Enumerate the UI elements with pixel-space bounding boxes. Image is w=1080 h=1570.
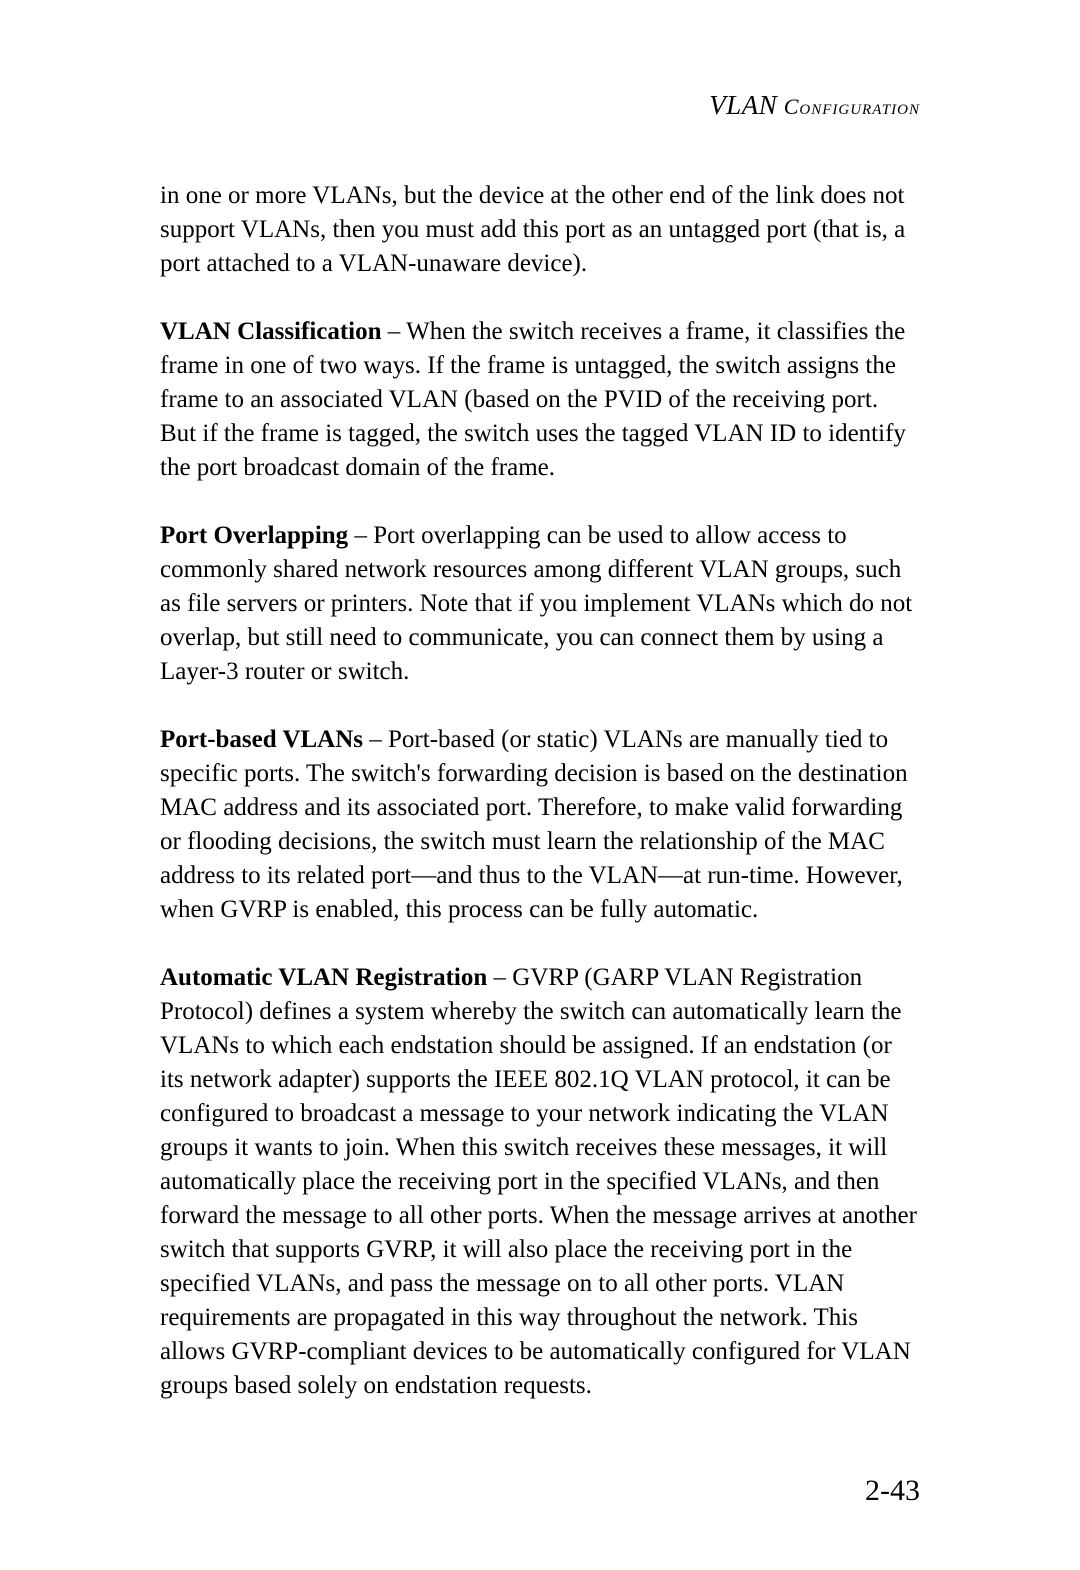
header-main: VLAN <box>709 90 777 120</box>
port-overlapping-paragraph: Port Overlapping – Port overlapping can … <box>160 519 920 689</box>
intro-paragraph: in one or more VLANs, but the device at … <box>160 179 920 281</box>
auto-registration-term: Automatic VLAN Registration <box>160 964 487 991</box>
port-based-paragraph: Port-based VLANs – Port-based (or static… <box>160 723 920 927</box>
port-based-text: – Port-based (or static) VLANs are manua… <box>160 726 908 923</box>
vlan-classification-paragraph: VLAN Classification – When the switch re… <box>160 315 920 485</box>
auto-registration-text: – GVRP (GARP VLAN Registration Protocol)… <box>160 964 917 1399</box>
vlan-classification-term: VLAN Classification <box>160 318 382 345</box>
auto-registration-paragraph: Automatic VLAN Registration – GVRP (GARP… <box>160 961 920 1403</box>
header-sub: Configuration <box>777 94 920 119</box>
port-overlapping-term: Port Overlapping <box>160 522 348 549</box>
page-number: 2-43 <box>865 1474 920 1508</box>
document-page: VLAN Configuration in one or more VLANs,… <box>0 0 1080 1507</box>
page-header: VLAN Configuration <box>160 90 920 121</box>
port-based-term: Port-based VLANs <box>160 726 363 753</box>
